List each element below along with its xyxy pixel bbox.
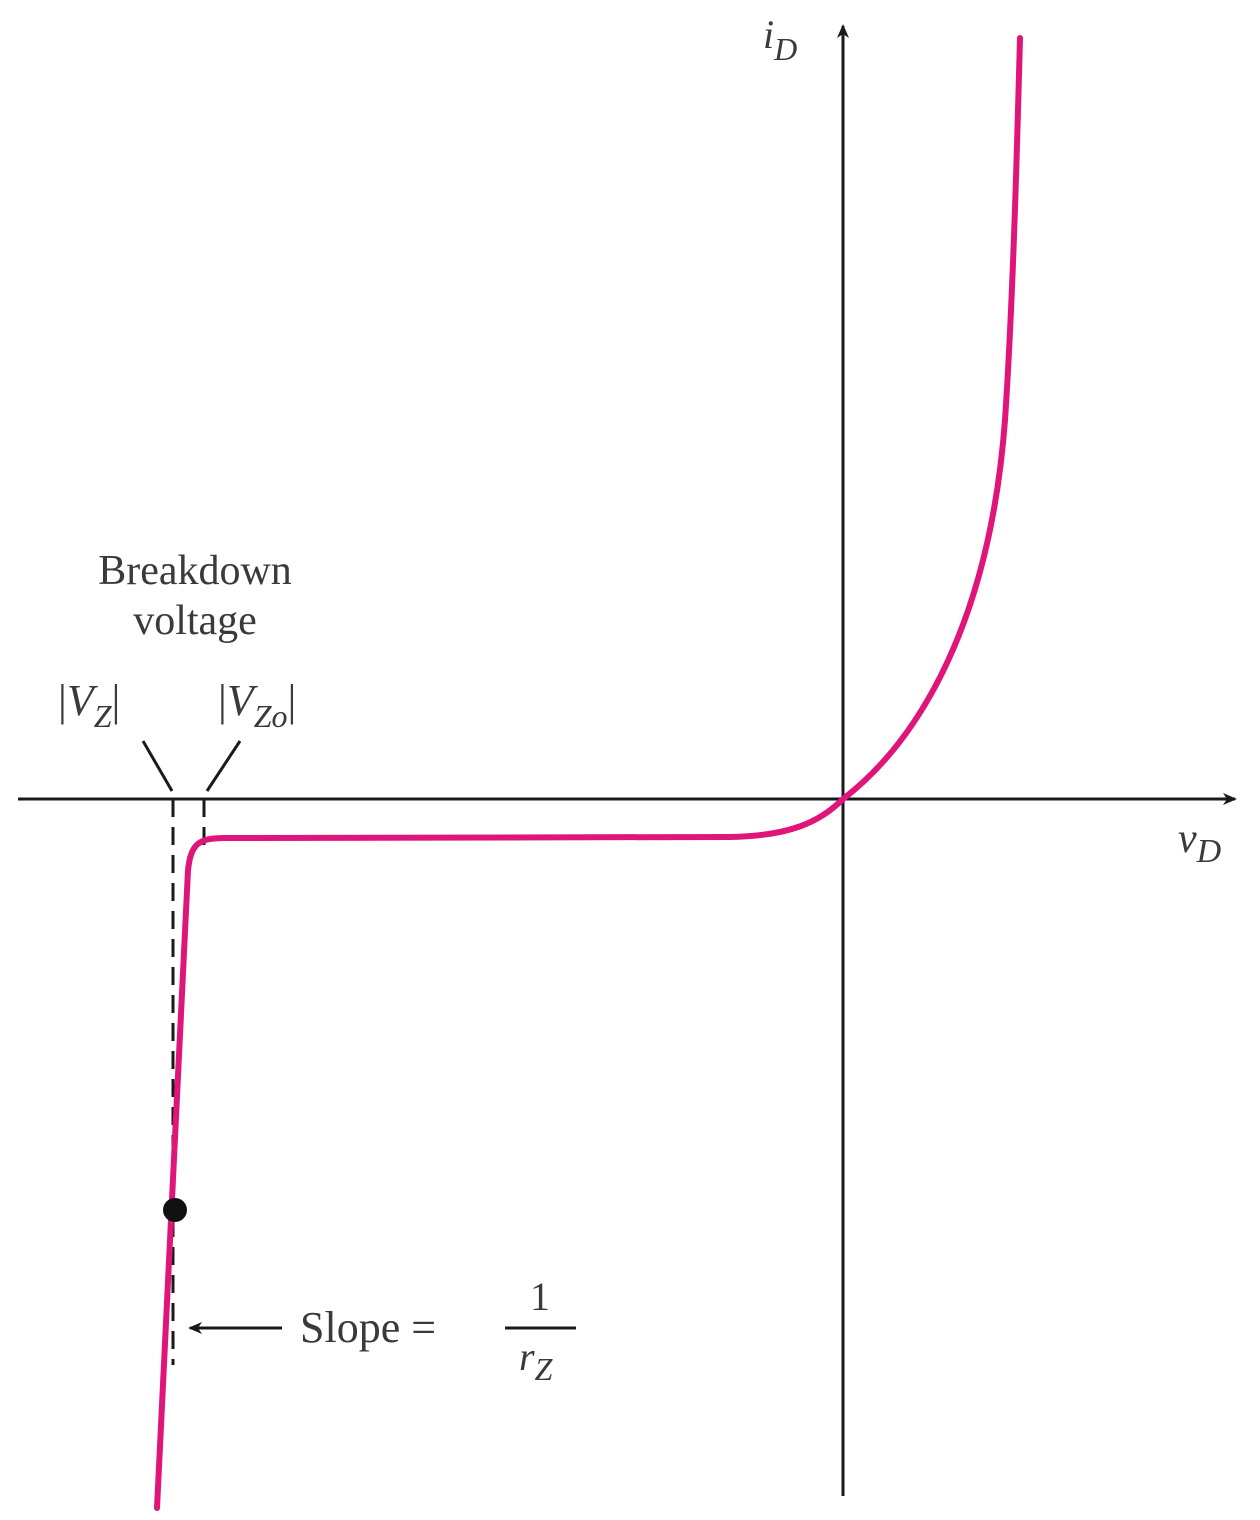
vz-sub: Z [94, 698, 113, 734]
vzo-bar-right: | [288, 676, 297, 725]
vz-main: V [67, 676, 99, 725]
vz-leader-line [141, 740, 174, 792]
slope-numerator: 1 [530, 1274, 550, 1319]
operating-point-dot [163, 1198, 187, 1222]
slope-denominator-sub: Z [535, 1351, 554, 1387]
vzo-label: |VZo| [218, 676, 296, 734]
vzo-sub: Zo [254, 698, 288, 734]
slope-label: Slope = [300, 1303, 436, 1352]
x-axis-label-sub: D [1196, 833, 1222, 870]
breakdown-label-line2: voltage [133, 598, 257, 644]
y-axis-label-main: i [763, 12, 774, 57]
x-axis-label: vD [1178, 816, 1222, 870]
vz-label: |VZ| [58, 676, 120, 734]
slope-denominator: rZ [519, 1334, 554, 1387]
vz-bar-right: | [112, 676, 121, 725]
x-axis-label-main: v [1178, 816, 1197, 862]
vzo-bar-left: | [218, 676, 227, 725]
iv-characteristic-curve [154, 35, 1023, 1511]
y-axis-label: iD [763, 12, 797, 67]
y-axis-label-sub: D [773, 31, 797, 67]
breakdown-label-line1: Breakdown [98, 548, 292, 594]
vz-bar-left: | [58, 676, 67, 725]
vzo-main: V [227, 676, 259, 725]
vzo-leader-line [205, 740, 242, 792]
slope-denominator-main: r [519, 1334, 535, 1379]
